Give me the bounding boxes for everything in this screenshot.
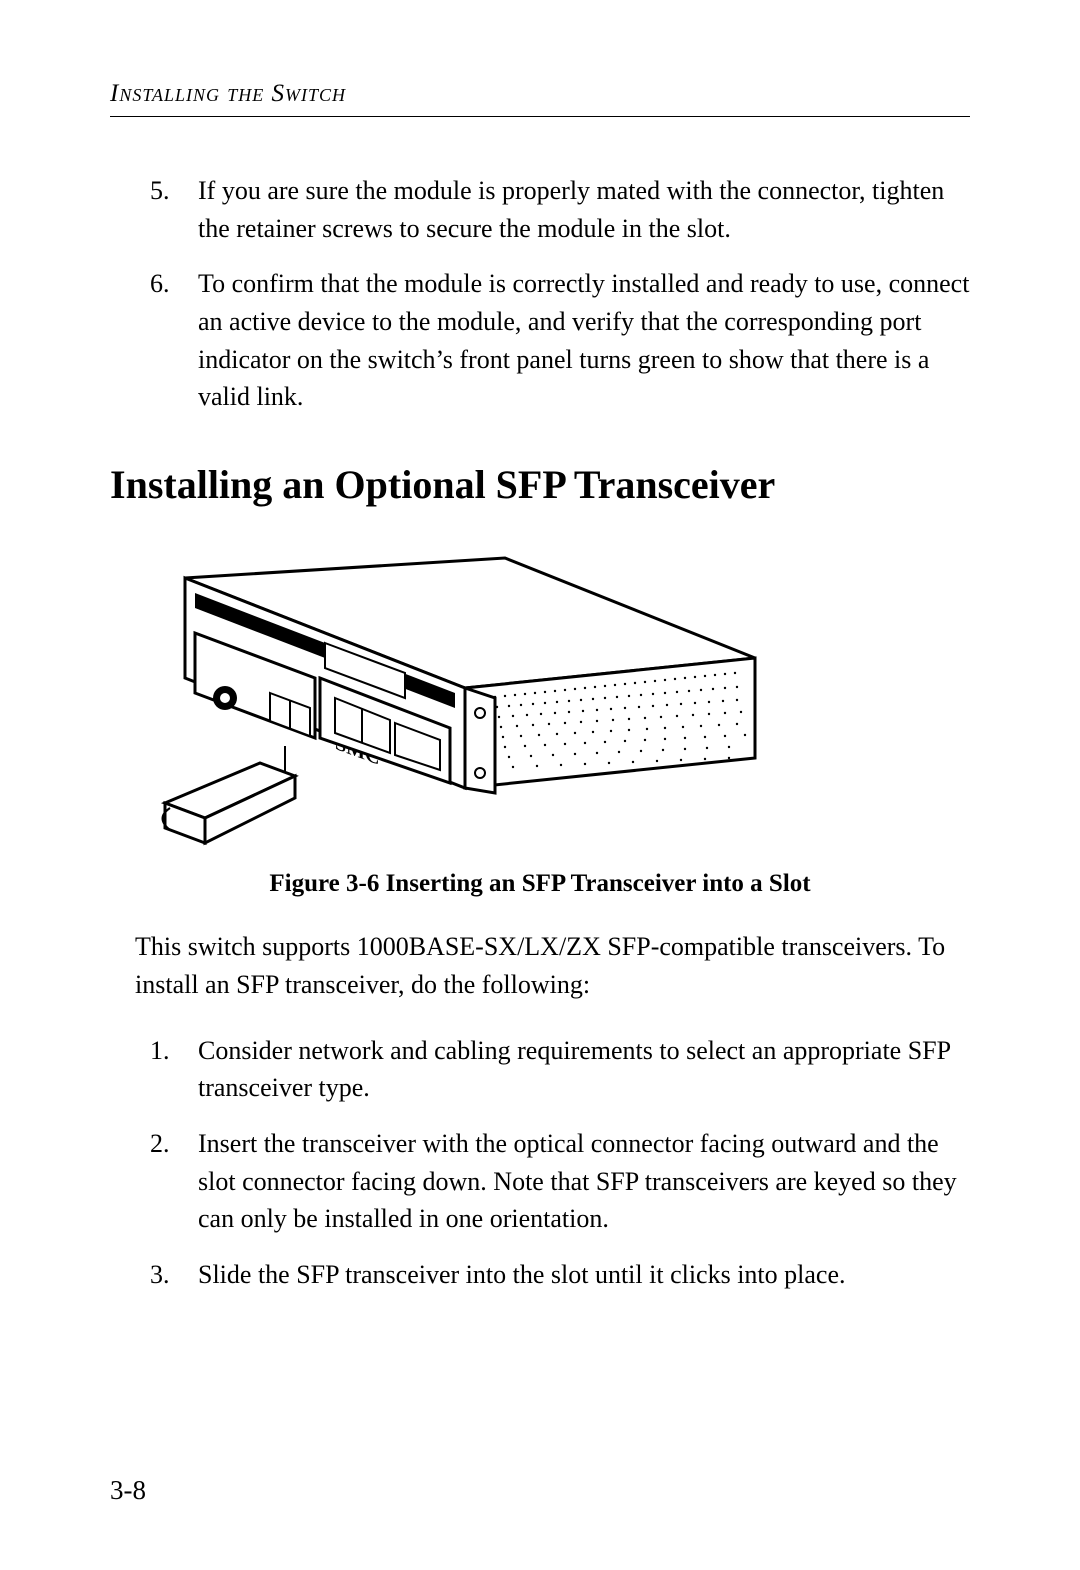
list-text: Insert the transceiver with the optical … <box>198 1125 970 1238</box>
list-text: Slide the SFP transceiver into the slot … <box>198 1256 970 1294</box>
running-head: Installing the Switch <box>110 80 970 108</box>
continued-ordered-list: 5. If you are sure the module is properl… <box>110 172 970 416</box>
list-item: 1. Consider network and cabling requirem… <box>150 1032 970 1107</box>
list-item: 3. Slide the SFP transceiver into the sl… <box>150 1256 970 1294</box>
header-rule <box>110 116 970 117</box>
list-item: 6. To confirm that the module is correct… <box>150 265 970 416</box>
list-text: Consider network and cabling requirement… <box>198 1032 970 1107</box>
figure-illustration: SMC <box>135 538 775 848</box>
page-content: Installing the Switch 5. If you are sure… <box>110 80 970 1312</box>
list-item: 2. Insert the transceiver with the optic… <box>150 1125 970 1238</box>
figure-caption: Figure 3-6 Inserting an SFP Transceiver … <box>110 870 970 898</box>
section-heading: Installing an Optional SFP Transceiver <box>110 461 970 508</box>
list-number: 5. <box>150 172 198 247</box>
body-paragraph: This switch supports 1000BASE-SX/LX/ZX S… <box>110 928 970 1003</box>
steps-ordered-list: 1. Consider network and cabling requirem… <box>110 1032 970 1294</box>
switch-sfp-illustration: SMC <box>135 538 775 848</box>
sfp-transceiver-icon <box>163 746 296 843</box>
list-number: 2. <box>150 1125 198 1238</box>
list-item: 5. If you are sure the module is properl… <box>150 172 970 247</box>
list-text: To confirm that the module is correctly … <box>198 265 970 416</box>
list-number: 1. <box>150 1032 198 1107</box>
page-number: 3-8 <box>110 1475 146 1506</box>
list-number: 3. <box>150 1256 198 1294</box>
list-text: If you are sure the module is properly m… <box>198 172 970 247</box>
list-number: 6. <box>150 265 198 416</box>
